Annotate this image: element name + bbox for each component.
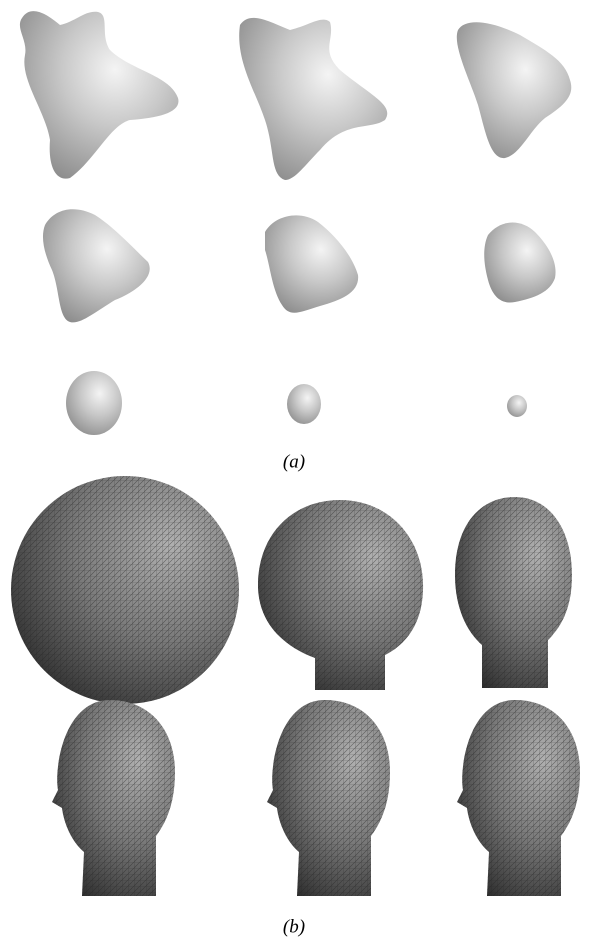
head bbox=[258, 500, 423, 690]
panel-b: (b) bbox=[11, 476, 580, 937]
panel-a: (a) bbox=[20, 11, 571, 472]
head bbox=[267, 700, 390, 896]
shape bbox=[457, 22, 571, 158]
shape bbox=[239, 18, 387, 180]
shape bbox=[20, 11, 179, 179]
head bbox=[52, 700, 175, 896]
page: (a) (b) (() => { const data = JSON.parse… bbox=[0, 0, 589, 944]
caption: (b) bbox=[283, 916, 305, 937]
head bbox=[455, 497, 572, 688]
shape bbox=[507, 395, 527, 417]
shape bbox=[43, 209, 150, 322]
figure: (a) (b) bbox=[0, 0, 589, 944]
shape bbox=[484, 223, 555, 303]
sphere bbox=[11, 476, 239, 704]
head bbox=[457, 700, 580, 896]
shape bbox=[265, 215, 358, 312]
caption: (a) bbox=[283, 451, 305, 472]
shape bbox=[287, 384, 321, 424]
shape bbox=[66, 371, 122, 435]
